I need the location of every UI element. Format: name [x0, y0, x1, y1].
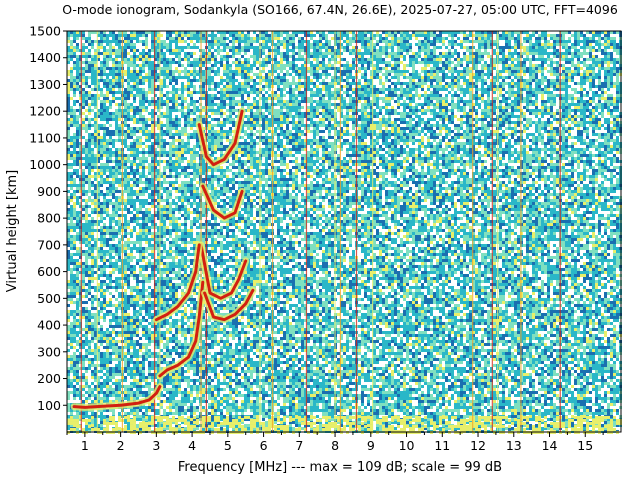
y-axis-label: Virtual height [km]: [5, 170, 20, 293]
x-tick-label: 12: [470, 438, 486, 453]
y-tick-label: 700: [37, 237, 61, 252]
noise-field: [67, 31, 622, 434]
x-tick-label: 8: [331, 438, 339, 453]
echo-trace: [203, 288, 255, 322]
echo-trace: [197, 109, 244, 167]
plot-area: [66, 30, 622, 434]
y-tick-label: 1000: [29, 157, 61, 172]
y-tick-label: 1500: [29, 24, 61, 39]
y-tick-label: 900: [37, 184, 61, 199]
x-axis-label: Frequency [MHz] --- max = 109 dB; scale …: [178, 460, 502, 475]
x-tick-label: 7: [295, 438, 303, 453]
x-tick-label: 13: [506, 438, 522, 453]
x-tick-label: 5: [224, 438, 232, 453]
y-tick-label: 800: [37, 211, 61, 226]
x-tick-label: 3: [152, 438, 160, 453]
x-axis: 1 2 3 4 5 6 7 8 9 10 11 12 13 14 15: [66, 432, 604, 453]
y-tick-label: 1100: [29, 130, 61, 145]
y-tick-label: 200: [37, 371, 61, 386]
x-tick-label: 4: [188, 438, 196, 453]
x-tick-label: 15: [577, 438, 593, 453]
plot-frame: [66, 30, 622, 433]
x-tick-label: 9: [367, 438, 375, 453]
chart-title: O-mode ionogram, Sodankyla (SO166, 67.4N…: [62, 2, 618, 17]
x-tick-label: 1: [81, 438, 89, 453]
y-tick-label: 1300: [29, 77, 61, 92]
x-tick-label: 11: [434, 438, 450, 453]
y-tick-label: 100: [37, 398, 61, 413]
y-tick-label: 400: [37, 318, 61, 333]
y-tick-label: 1400: [29, 50, 61, 65]
echo-traces: [70, 107, 257, 411]
x-tick-label: 10: [399, 438, 415, 453]
echo-trace: [199, 243, 248, 300]
echo-trace: [158, 280, 205, 378]
x-tick-label: 14: [542, 438, 558, 453]
y-tick-label: 300: [37, 344, 61, 359]
y-tick-label: 600: [37, 264, 61, 279]
y-tick-label: 500: [37, 291, 61, 306]
x-tick-label: 6: [260, 438, 268, 453]
y-axis: 100 200 300 400 500 600 700 800 900 1000 1100 1200 1…: [29, 24, 67, 413]
echo-trace: [201, 184, 244, 220]
interference-lines: [80, 31, 561, 432]
echo-trace: [72, 385, 162, 409]
y-tick-label: 1200: [29, 104, 61, 119]
x-tick-label: 2: [117, 438, 125, 453]
echo-trace: [154, 243, 201, 322]
